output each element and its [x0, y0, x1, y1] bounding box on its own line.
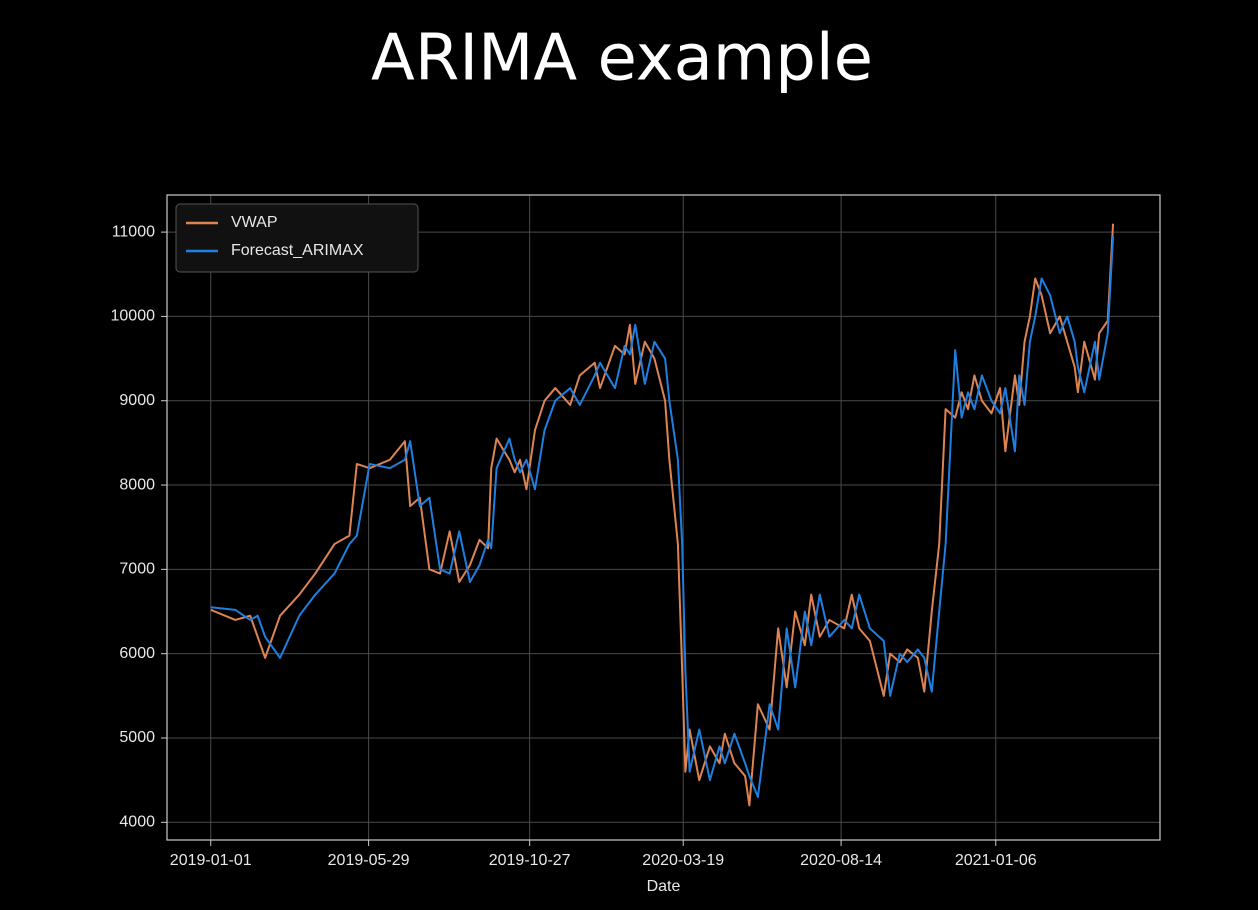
y-tick-label: 8000: [119, 476, 155, 493]
x-tick-label: 2019-10-27: [489, 852, 571, 869]
chart-title: ARIMA example: [371, 22, 873, 96]
x-tick-label: 2021-01-06: [955, 852, 1037, 869]
y-tick-label: 7000: [119, 561, 155, 578]
x-tick-label: 2020-03-19: [642, 852, 724, 869]
legend-box: [175, 203, 419, 273]
y-tick-label: 4000: [119, 814, 155, 831]
y-tick-label: 6000: [119, 645, 155, 662]
x-tick-label: 2020-08-14: [800, 852, 882, 869]
legend-label: VWAP: [231, 214, 278, 231]
series-line: [210, 236, 1115, 798]
plot-frame: [166, 194, 1161, 841]
legend-label: Forecast_ARIMAX: [231, 242, 364, 259]
y-tick-label: 9000: [119, 392, 155, 409]
y-tick-label: 5000: [119, 729, 155, 746]
x-tick-label: 2019-05-29: [328, 852, 410, 869]
x-axis-label: Date: [647, 878, 681, 895]
x-tick-label: 2019-01-01: [170, 852, 252, 869]
y-tick-label: 11000: [112, 223, 155, 240]
y-tick-label: 10000: [111, 308, 156, 325]
